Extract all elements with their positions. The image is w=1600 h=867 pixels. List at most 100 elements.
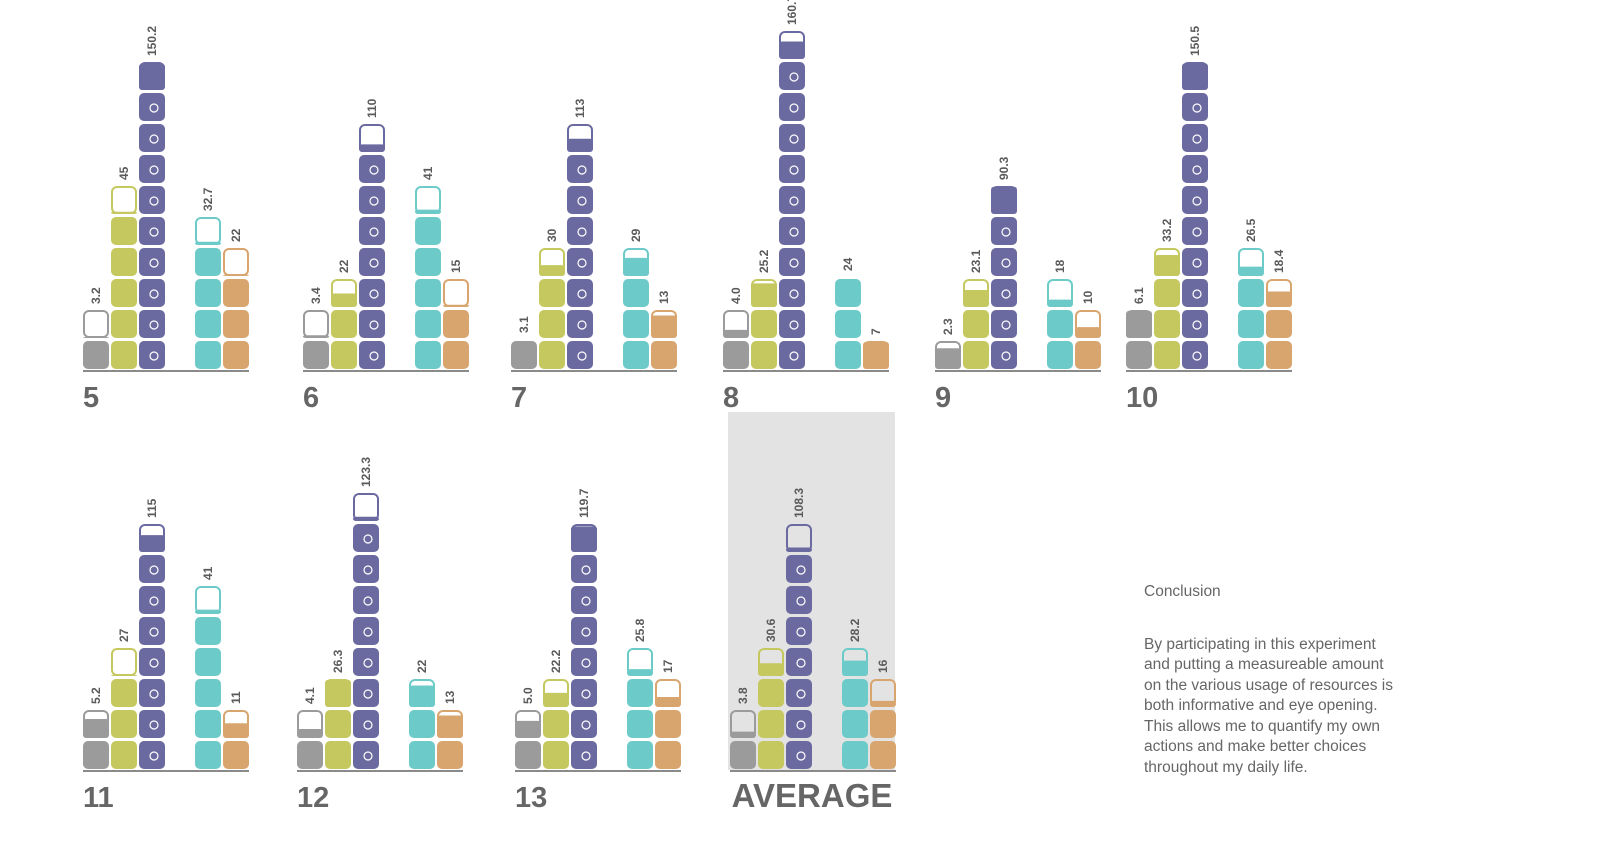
tile <box>409 741 435 769</box>
partial-tile <box>83 310 109 338</box>
tile <box>779 155 805 183</box>
tile-icon <box>1001 227 1011 237</box>
tile <box>567 248 593 276</box>
tile-icon <box>149 596 159 606</box>
partial-tile <box>567 124 593 152</box>
tile-icon <box>581 596 591 606</box>
tile-icon <box>149 165 159 175</box>
tile-icon <box>581 751 591 761</box>
resource-column <box>443 279 469 369</box>
tile <box>991 279 1017 307</box>
value-label: 2.3 <box>941 318 955 335</box>
tile <box>835 310 861 338</box>
resource-column <box>723 310 749 369</box>
resource-column <box>730 710 756 769</box>
tile-icon <box>369 227 379 237</box>
partial-tile <box>655 679 681 707</box>
value-label: 30.6 <box>764 618 778 642</box>
partial-tile <box>139 62 165 90</box>
tile-icon <box>1192 165 1202 175</box>
tile <box>1154 341 1180 369</box>
tile <box>963 310 989 338</box>
value-label: 28.2 <box>848 618 862 642</box>
tile <box>139 248 165 276</box>
tile <box>359 310 385 338</box>
tile <box>1047 341 1073 369</box>
partial-tile <box>1047 279 1073 307</box>
tile <box>353 524 379 552</box>
tile <box>1182 217 1208 245</box>
value-label: 22 <box>229 228 243 242</box>
resource-column <box>623 248 649 369</box>
partial-tile <box>303 310 329 338</box>
tile <box>139 648 165 676</box>
tile <box>1182 341 1208 369</box>
tile <box>139 124 165 152</box>
partial-tile <box>415 186 441 214</box>
partial-tile <box>786 524 812 552</box>
value-label: 17 <box>661 659 675 673</box>
tile <box>195 341 221 369</box>
tile <box>1154 279 1180 307</box>
conclusion-title: Conclusion <box>1144 583 1221 600</box>
tile <box>111 710 137 738</box>
tile <box>539 341 565 369</box>
tile <box>779 341 805 369</box>
value-label: 18.4 <box>1272 249 1286 273</box>
partial-tile <box>437 710 463 738</box>
tile-icon <box>369 196 379 206</box>
tile <box>223 741 249 769</box>
tile-icon <box>1001 351 1011 361</box>
value-label: 11 <box>229 691 243 704</box>
tile <box>567 186 593 214</box>
resource-column <box>571 524 597 769</box>
tile <box>111 679 137 707</box>
resource-column <box>111 186 137 369</box>
tile <box>359 155 385 183</box>
tile-icon <box>1192 289 1202 299</box>
partial-tile-fill <box>297 728 323 738</box>
tile <box>353 555 379 583</box>
tile-icon <box>796 627 806 637</box>
tile <box>353 617 379 645</box>
value-label: 15 <box>449 259 463 273</box>
tile <box>511 341 537 369</box>
tile <box>1238 310 1264 338</box>
tile-icon <box>796 596 806 606</box>
value-label: 123.3 <box>359 457 373 487</box>
resource-column <box>195 217 221 369</box>
value-label: 150.2 <box>145 26 159 56</box>
tile-icon <box>363 565 373 575</box>
value-label: 150.5 <box>1188 26 1202 56</box>
tile <box>567 310 593 338</box>
tile <box>443 310 469 338</box>
value-label: 4.1 <box>303 687 317 704</box>
tile <box>991 341 1017 369</box>
tile <box>571 555 597 583</box>
tile <box>1154 310 1180 338</box>
resource-column <box>1126 310 1152 369</box>
value-label: 110 <box>365 98 379 118</box>
tile-icon <box>363 751 373 761</box>
resource-column <box>353 493 379 769</box>
tile <box>786 648 812 676</box>
partial-tile-fill <box>325 679 351 707</box>
partial-tile-fill <box>1182 63 1208 90</box>
tile <box>842 741 868 769</box>
value-label: 30 <box>545 228 559 242</box>
value-label: 24 <box>841 257 855 271</box>
tile <box>139 217 165 245</box>
partial-tile <box>571 524 597 552</box>
partial-tile <box>863 341 889 369</box>
partial-tile <box>751 279 777 307</box>
conclusion-line: and putting a measureable amount <box>1144 656 1384 673</box>
tile-icon <box>577 320 587 330</box>
tile-icon <box>581 658 591 668</box>
resource-column <box>331 279 357 369</box>
panel-label: 11 <box>83 782 114 814</box>
tile <box>359 341 385 369</box>
partial-tile <box>443 279 469 307</box>
tile <box>627 679 653 707</box>
partial-tile <box>331 279 357 307</box>
tile <box>779 62 805 90</box>
